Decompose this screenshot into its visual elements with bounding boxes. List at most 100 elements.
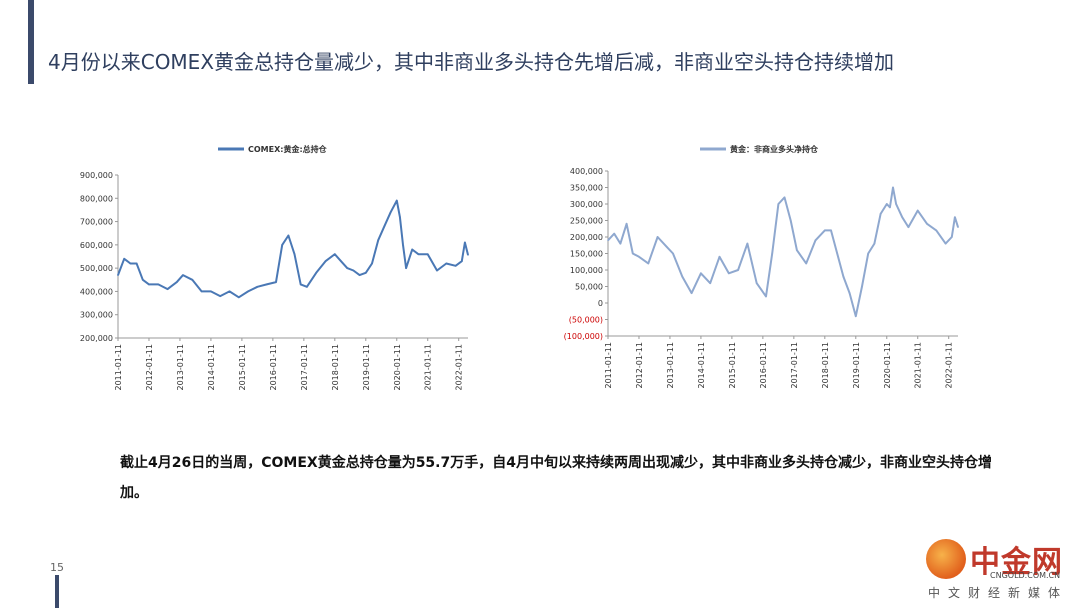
data-point <box>182 274 184 276</box>
x-tick-label: 2012-01-11 <box>145 344 154 391</box>
data-point <box>879 213 882 215</box>
x-tick-label: 2011-01-11 <box>604 342 613 389</box>
logo-emblem-icon <box>926 539 966 579</box>
series-line <box>117 199 469 299</box>
y-tick-label: 100,000 <box>570 266 603 275</box>
data-point <box>746 242 749 245</box>
data-point <box>690 292 693 294</box>
data-point <box>117 274 119 276</box>
x-tick-label: 2022-01-11 <box>455 344 464 391</box>
data-point <box>237 296 240 299</box>
y-tick-label: 500,000 <box>80 264 113 273</box>
x-tick-label: 2012-01-11 <box>635 342 644 389</box>
data-point <box>176 281 178 283</box>
data-point <box>464 241 466 244</box>
accent-bar-bottom <box>55 575 59 608</box>
data-point <box>228 290 231 293</box>
data-point <box>647 262 650 265</box>
logo-domain: CNGOLD.COM.CN <box>990 571 1061 580</box>
data-point <box>777 203 780 205</box>
data-point <box>371 262 373 265</box>
x-tick-label: 2015-01-11 <box>728 342 737 389</box>
y-tick-label: 200,000 <box>80 334 113 343</box>
data-point <box>805 262 808 265</box>
data-point <box>895 203 897 205</box>
logo-tagline: 中文财经新媒体 <box>928 586 1069 600</box>
data-point <box>796 249 798 251</box>
data-point <box>299 283 302 286</box>
x-tick-label: 2014-01-11 <box>207 344 216 391</box>
data-point <box>954 216 956 218</box>
data-point <box>789 219 792 222</box>
data-point <box>275 281 277 283</box>
data-point <box>727 272 730 275</box>
y-tick-label: 250,000 <box>570 217 603 226</box>
x-tick-label: 2018-01-11 <box>821 342 830 389</box>
x-tick-label: 2013-01-11 <box>176 344 185 391</box>
data-point <box>256 285 259 288</box>
data-point <box>210 290 212 293</box>
y-tick-label: 300,000 <box>80 311 113 320</box>
data-point <box>783 196 786 199</box>
data-point <box>129 262 132 265</box>
y-tick-label: 350,000 <box>570 184 603 193</box>
data-point <box>340 260 342 262</box>
y-tick-label: (100,000) <box>564 332 603 341</box>
y-tick-label: 50,000 <box>575 283 603 292</box>
accent-bar-top <box>28 0 34 84</box>
data-point <box>334 253 336 255</box>
data-point <box>755 282 758 285</box>
data-point <box>395 199 398 202</box>
x-tick-label: 2013-01-11 <box>666 342 675 389</box>
data-point <box>247 290 249 293</box>
x-tick-label: 2017-01-11 <box>790 342 799 389</box>
y-tick-label: 600,000 <box>80 241 113 250</box>
data-point <box>709 282 712 285</box>
logo-name: 中金网 <box>970 545 1063 580</box>
data-point <box>842 275 845 278</box>
data-point <box>358 274 361 276</box>
data-point <box>364 272 367 274</box>
data-point <box>765 295 767 298</box>
data-point <box>867 252 869 255</box>
data-point <box>944 242 947 245</box>
data-point <box>436 269 438 272</box>
y-tick-label: 700,000 <box>80 218 113 227</box>
y-tick-label: 400,000 <box>570 167 603 176</box>
data-point <box>402 244 404 246</box>
data-point <box>672 252 674 255</box>
data-point <box>613 232 615 235</box>
data-point <box>836 252 839 255</box>
x-tick-label: 2020-01-11 <box>393 344 402 391</box>
data-point <box>346 267 349 269</box>
data-point <box>901 216 904 218</box>
data-point <box>426 253 429 255</box>
data-point <box>907 226 910 228</box>
legend-label: COMEX:黄金:总持仓 <box>248 144 328 154</box>
data-point <box>265 283 268 286</box>
chart-noncommercial-net-long: 黄金：非商业多头净持仓 400,000 350,000 300,000 250,000 2… <box>564 144 959 389</box>
x-tick-label: 2021-01-11 <box>424 344 433 391</box>
data-point <box>889 206 891 209</box>
data-point <box>935 229 938 232</box>
data-point <box>141 278 144 281</box>
data-point <box>417 253 420 255</box>
data-point <box>885 203 888 205</box>
data-point <box>399 216 401 218</box>
data-point <box>718 255 721 258</box>
data-point <box>951 236 953 238</box>
data-point <box>383 225 386 228</box>
x-tick-label: 2016-01-11 <box>759 342 768 389</box>
data-point <box>830 229 832 232</box>
data-point <box>315 272 318 274</box>
data-point <box>916 209 919 212</box>
y-tick-label: 900,000 <box>80 171 113 180</box>
data-point <box>200 290 203 293</box>
data-point <box>293 253 296 255</box>
x-tick-label: 2016-01-11 <box>269 344 278 391</box>
data-point <box>656 236 659 238</box>
x-tick-label: 2011-01-11 <box>114 344 123 391</box>
y-tick-label: 150,000 <box>570 250 603 259</box>
legend-label: 黄金：非商业多头净持仓 <box>730 144 819 154</box>
